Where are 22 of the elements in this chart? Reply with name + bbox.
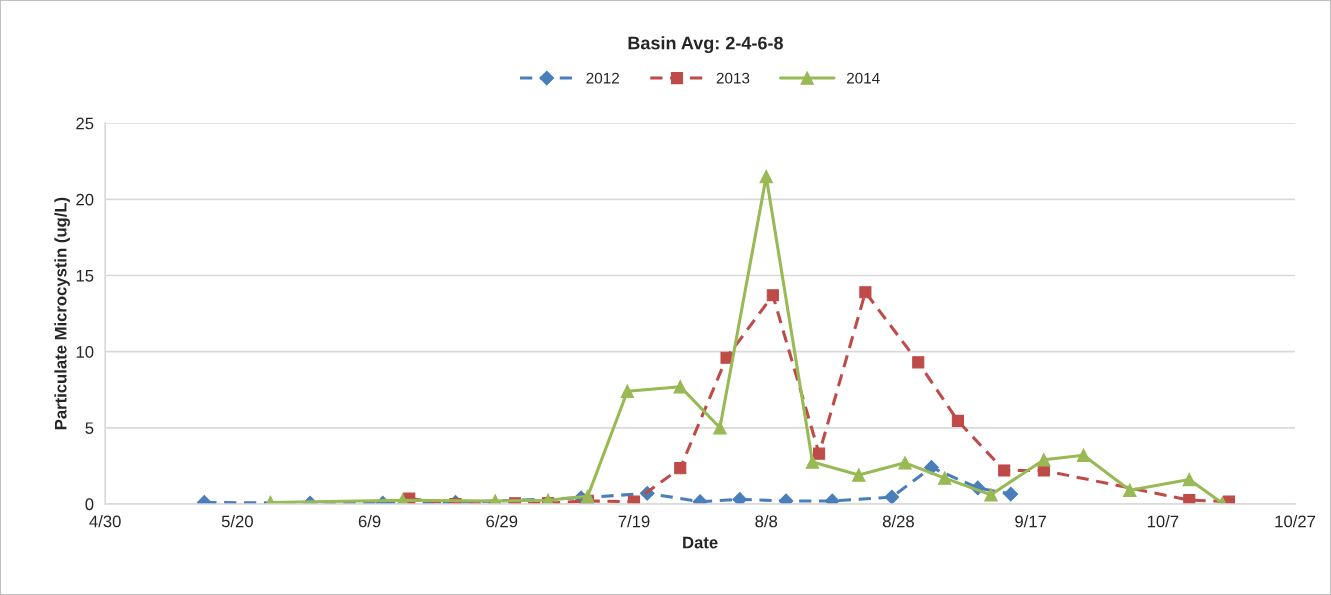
y-tick-label: 5 xyxy=(85,422,94,435)
x-tick-label: 4/30 xyxy=(89,515,121,528)
x-tick-label: 6/9 xyxy=(358,515,381,528)
x-axis-title: Date xyxy=(683,536,718,549)
x-tick-label: 6/29 xyxy=(486,515,518,528)
y-tick-label: 25 xyxy=(76,117,94,130)
x-tick-label: 10/27 xyxy=(1275,515,1316,528)
x-tick-label: 5/20 xyxy=(221,515,253,528)
y-tick-label: 20 xyxy=(76,193,94,206)
x-tick-label: 7/19 xyxy=(618,515,650,528)
legend-label: 2014 xyxy=(846,72,880,84)
x-tick-label: 8/8 xyxy=(755,515,778,528)
y-axis-title: Particulate Microcystin (ug/L) xyxy=(54,197,70,430)
legend-label: 2012 xyxy=(586,72,619,84)
y-tick-label: 10 xyxy=(76,346,94,358)
x-tick-label: 9/17 xyxy=(1015,515,1047,528)
chart-title: Basin Avg: 2-4-6-8 xyxy=(628,36,783,54)
x-tick-label: 10/7 xyxy=(1147,515,1179,528)
x-tick-label: 8/28 xyxy=(882,515,914,528)
y-tick-label: 0 xyxy=(85,498,94,511)
y-tick-label: 15 xyxy=(76,270,94,282)
legend-label: 2013 xyxy=(716,72,750,84)
